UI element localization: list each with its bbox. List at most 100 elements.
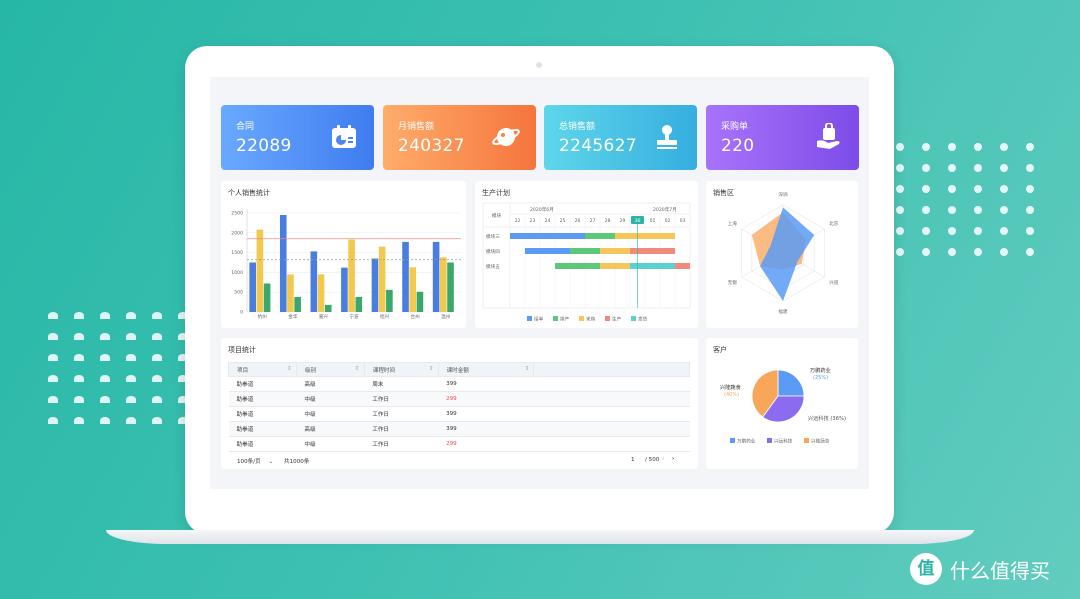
table-row[interactable]: 助拳道 高级 工作日 399	[228, 421, 690, 437]
sales-bar-chart: 2500 2000 1500 1000 500 0 杭州 金华 嘉兴 宁波 绍兴 台州 温州	[231, 209, 461, 320]
gantt-bar	[630, 263, 675, 269]
column-header[interactable]: 项目 ⇕	[228, 362, 297, 377]
sales-chart-panel: 个人销售统计 2500 2000 1500 1000 500 0 杭州 金华 嘉兴 宁波 绍兴 台州 温…	[221, 181, 466, 328]
table-cell: 周末	[364, 376, 439, 392]
watermark-logo: 值	[910, 553, 942, 585]
table-cell: 中级	[296, 406, 365, 422]
dot	[100, 375, 110, 382]
dot	[896, 185, 904, 193]
table-cell: 助拳道	[228, 391, 297, 407]
legend-swatch	[631, 316, 636, 321]
dot	[948, 248, 956, 256]
x-tick-label: 嘉兴	[319, 313, 329, 320]
dot	[922, 206, 930, 214]
kpi-card-total-sales[interactable]: 总销售额 2245627	[544, 105, 697, 170]
table-row[interactable]: 助拳道 中级 工作日 299	[228, 391, 690, 407]
legend-label: 接单	[534, 316, 544, 323]
y-tick-label: 2500	[231, 211, 243, 217]
gantt-day: 30	[635, 218, 641, 224]
table-cell: 工作日	[364, 406, 439, 422]
table-cell: 助拳道	[228, 421, 297, 437]
column-header	[533, 362, 690, 377]
x-tick-label: 杭州	[258, 313, 268, 320]
legend-swatch	[767, 438, 772, 443]
stamp-icon	[657, 125, 677, 149]
dot	[1000, 248, 1008, 256]
projects-table: 项目 ⇕ 级别 ⇕ 课程时间 ⇕ 课时金额 ⇕ 助拳道 高级 周末 399 助拳道 中级 工作日 299 助拳…	[228, 362, 690, 452]
dot	[948, 227, 956, 235]
gantt-bar	[615, 233, 675, 239]
dot	[48, 333, 58, 340]
customers-pie-chart: 万鹏药业(25%)兴远科技 (36%)兴隆蔬食(40%)万鹏药业 兴远科技 兴隆蔬食	[720, 366, 846, 445]
radar-label: 福建	[778, 308, 788, 315]
x-tick-label: 绍兴	[380, 313, 390, 320]
kpi-label: 合同	[236, 122, 255, 132]
dot	[100, 417, 110, 424]
gantt-month: 2020年6月	[530, 206, 554, 213]
panel-title: 生产计划	[482, 189, 510, 197]
dot	[152, 396, 162, 403]
bar	[317, 274, 325, 312]
bar	[386, 289, 393, 312]
pie-slice	[762, 395, 805, 423]
bar	[402, 241, 409, 312]
dot	[152, 312, 162, 319]
dot	[178, 333, 188, 340]
laptop-base	[106, 530, 974, 544]
column-header[interactable]: 课时金额 ⇕	[437, 362, 535, 377]
table-cell: 299	[438, 391, 534, 407]
shopping-bag-hand-icon	[817, 123, 840, 149]
kpi-card-purchase-orders[interactable]: 采购单 220	[706, 105, 859, 170]
dot	[922, 185, 930, 193]
table-cell: 399	[438, 406, 534, 422]
panel-title: 客户	[713, 346, 727, 354]
table-cell: 399	[438, 421, 534, 437]
table-row[interactable]: 助拳道 中级 工作日 299	[228, 436, 690, 452]
current-page[interactable]: 1	[631, 457, 635, 463]
pie-slice	[777, 369, 805, 397]
column-header[interactable]: 课程时间 ⇕	[363, 362, 439, 377]
dot	[922, 143, 930, 151]
page-size-select[interactable]: 100条/页 ⌄	[237, 459, 274, 465]
kpi-value: 220	[721, 136, 755, 156]
column-header[interactable]: 级别 ⇕	[295, 362, 365, 377]
panel-title: 个人销售统计	[228, 189, 270, 197]
dot	[126, 375, 136, 382]
laptop-camera	[536, 62, 542, 68]
dot	[74, 396, 84, 403]
legend-label: 万鹏药业	[737, 438, 756, 445]
gantt-bar	[600, 248, 630, 254]
x-tick-label: 宁波	[349, 313, 359, 320]
prev-page-button[interactable]: ‹	[662, 456, 665, 462]
bar	[409, 267, 417, 312]
legend-swatch	[804, 438, 809, 443]
total-count: 共1000条	[284, 459, 310, 465]
table-row[interactable]: 助拳道 高级 周末 399	[228, 376, 690, 392]
x-tick-label: 温州	[441, 313, 451, 320]
kpi-card-contracts[interactable]: 合同 22089	[221, 105, 374, 170]
decorative-dots-right	[896, 143, 1038, 256]
table-cell	[533, 436, 690, 452]
kpi-card-monthly-sales[interactable]: 月销售额 240327	[383, 105, 536, 170]
dot	[974, 227, 982, 235]
gantt-day: 02	[665, 218, 671, 224]
table-row[interactable]: 助拳道 中级 工作日 399	[228, 406, 690, 422]
gantt-header-label: 模块	[492, 212, 502, 219]
pie-label: 兴隆蔬食	[720, 383, 742, 391]
watermark-text: 什么值得买	[950, 558, 1050, 583]
dot	[74, 375, 84, 382]
gantt-bar	[510, 233, 585, 239]
legend-swatch	[730, 438, 735, 443]
dot	[948, 164, 956, 172]
table-cell: 299	[438, 436, 534, 452]
bar	[432, 241, 440, 312]
next-page-button[interactable]: ›	[672, 456, 675, 462]
kpi-label: 月销售额	[398, 122, 435, 132]
gantt-row-label: 模块五	[486, 263, 500, 270]
bar	[378, 246, 386, 312]
dot	[922, 164, 930, 172]
customers-panel: 客户 万鹏药业 (25%) 兴远科技 (36%) 兴隆蔬食 (40%) 万鹏药业 兴远科技兴…	[706, 338, 858, 469]
table-cell	[533, 421, 690, 437]
bar	[294, 296, 301, 312]
legend-swatch	[527, 316, 532, 321]
